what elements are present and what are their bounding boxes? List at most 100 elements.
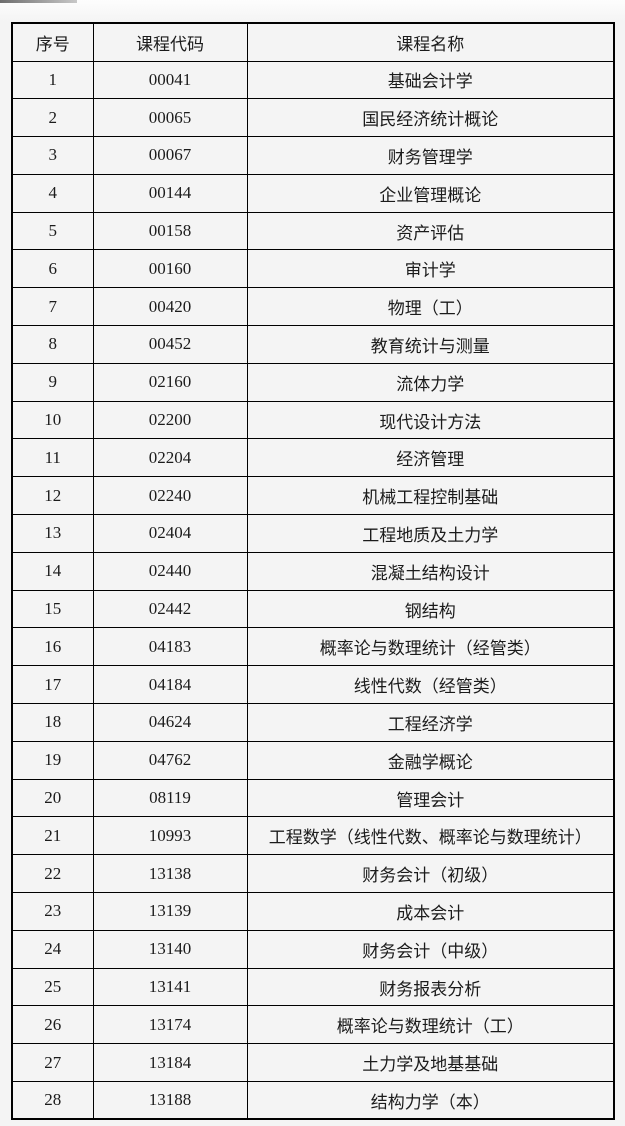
course-code-cell: 13138: [92, 854, 248, 894]
table-row: 19 04762 金融学概论: [11, 740, 615, 780]
course-name-cell: 基础会计学: [246, 60, 615, 100]
serial-number-cell: 17: [11, 665, 94, 705]
course-name-cell: 审计学: [246, 249, 615, 289]
serial-number-cell: 18: [11, 703, 94, 742]
serial-number-cell: 20: [11, 778, 94, 818]
table-row: 6 00160 审计学: [11, 249, 615, 289]
table-row: 12 02240 机械工程控制基础: [11, 476, 615, 516]
course-name-cell: 概率论与数理统计（工）: [246, 1005, 615, 1045]
course-name-cell: 财务会计（中级）: [246, 929, 615, 969]
course-code-cell: 02240: [92, 476, 248, 516]
course-code-cell: 13139: [92, 892, 248, 931]
course-name-cell: 财务会计（初级）: [246, 854, 615, 894]
course-code-cell: 02442: [92, 589, 248, 629]
serial-number-cell: 8: [11, 325, 94, 364]
course-name-cell: 物理（工）: [246, 287, 615, 327]
page-background-sheen: [0, 0, 625, 22]
course-code-cell: 08119: [92, 778, 248, 818]
header-serial-number: 序号: [11, 22, 94, 62]
course-name-cell: 机械工程控制基础: [246, 476, 615, 516]
table-row: 2 00065 国民经济统计概论: [11, 98, 615, 138]
table-row: 22 13138 财务会计（初级）: [11, 854, 615, 894]
serial-number-cell: 26: [11, 1005, 94, 1045]
course-name-cell: 资产评估: [246, 211, 615, 251]
serial-number-cell: 23: [11, 892, 94, 931]
table-row: 20 08119 管理会计: [11, 778, 615, 818]
course-name-cell: 管理会计: [246, 778, 615, 818]
table-row: 18 04624 工程经济学: [11, 703, 615, 742]
serial-number-cell: 24: [11, 929, 94, 969]
serial-number-cell: 7: [11, 287, 94, 327]
cropped-element-artifact: [0, 0, 77, 3]
course-code-cell: 02440: [92, 551, 248, 591]
table-row: 21 10993 工程数学（线性代数、概率论与数理统计）: [11, 816, 615, 856]
table-row: 25 13141 财务报表分析: [11, 967, 615, 1007]
serial-number-cell: 28: [11, 1081, 94, 1120]
course-name-cell: 概率论与数理统计（经管类）: [246, 627, 615, 667]
course-code-cell: 13188: [92, 1081, 248, 1120]
course-code-cell: 02200: [92, 400, 248, 440]
serial-number-cell: 6: [11, 249, 94, 289]
course-code-cell: 02204: [92, 438, 248, 478]
serial-number-cell: 10: [11, 400, 94, 440]
course-name-cell: 经济管理: [246, 438, 615, 478]
serial-number-cell: 13: [11, 514, 94, 553]
course-name-cell: 现代设计方法: [246, 400, 615, 440]
serial-number-cell: 5: [11, 211, 94, 251]
course-code-cell: 13140: [92, 929, 248, 969]
table-row: 16 04183 概率论与数理统计（经管类）: [11, 627, 615, 667]
course-code-cell: 00158: [92, 211, 248, 251]
course-code-cell: 02404: [92, 514, 248, 553]
table-row: 24 13140 财务会计（中级）: [11, 929, 615, 969]
course-name-cell: 工程数学（线性代数、概率论与数理统计）: [246, 816, 615, 856]
course-name-cell: 教育统计与测量: [246, 325, 615, 364]
course-code-cell: 00144: [92, 173, 248, 213]
course-name-cell: 财务报表分析: [246, 967, 615, 1007]
course-code-cell: 00452: [92, 325, 248, 364]
table-row: 11 02204 经济管理: [11, 438, 615, 478]
table-row: 3 00067 财务管理学: [11, 136, 615, 175]
course-name-cell: 成本会计: [246, 892, 615, 931]
course-code-cell: 13174: [92, 1005, 248, 1045]
serial-number-cell: 11: [11, 438, 94, 478]
table-row: 8 00452 教育统计与测量: [11, 325, 615, 364]
serial-number-cell: 25: [11, 967, 94, 1007]
table-row: 28 13188 结构力学（本）: [11, 1081, 615, 1120]
serial-number-cell: 15: [11, 589, 94, 629]
header-course-code: 课程代码: [92, 22, 248, 62]
serial-number-cell: 14: [11, 551, 94, 591]
serial-number-cell: 4: [11, 173, 94, 213]
table-row: 4 00144 企业管理概论: [11, 173, 615, 213]
table-row: 13 02404 工程地质及土力学: [11, 514, 615, 553]
table-row: 14 02440 混凝土结构设计: [11, 551, 615, 591]
table-row: 9 02160 流体力学: [11, 362, 615, 402]
serial-number-cell: 3: [11, 136, 94, 175]
course-code-cell: 13184: [92, 1043, 248, 1083]
serial-number-cell: 16: [11, 627, 94, 667]
table-row: 1 00041 基础会计学: [11, 60, 615, 100]
course-code-cell: 10993: [92, 816, 248, 856]
course-code-cell: 00065: [92, 98, 248, 138]
course-name-cell: 金融学概论: [246, 740, 615, 780]
table-row: 5 00158 资产评估: [11, 211, 615, 251]
course-name-cell: 钢结构: [246, 589, 615, 629]
course-code-cell: 04183: [92, 627, 248, 667]
course-name-cell: 流体力学: [246, 362, 615, 402]
table-row: 23 13139 成本会计: [11, 892, 615, 931]
table-row: 7 00420 物理（工）: [11, 287, 615, 327]
serial-number-cell: 9: [11, 362, 94, 402]
course-code-cell: 13141: [92, 967, 248, 1007]
table-row: 26 13174 概率论与数理统计（工）: [11, 1005, 615, 1045]
course-code-cell: 04624: [92, 703, 248, 742]
course-name-cell: 工程经济学: [246, 703, 615, 742]
serial-number-cell: 12: [11, 476, 94, 516]
course-code-cell: 02160: [92, 362, 248, 402]
course-name-cell: 土力学及地基基础: [246, 1043, 615, 1083]
serial-number-cell: 19: [11, 740, 94, 780]
course-name-cell: 结构力学（本）: [246, 1081, 615, 1120]
serial-number-cell: 27: [11, 1043, 94, 1083]
table-row: 27 13184 土力学及地基基础: [11, 1043, 615, 1083]
course-name-cell: 混凝土结构设计: [246, 551, 615, 591]
course-code-cell: 00041: [92, 60, 248, 100]
serial-number-cell: 21: [11, 816, 94, 856]
